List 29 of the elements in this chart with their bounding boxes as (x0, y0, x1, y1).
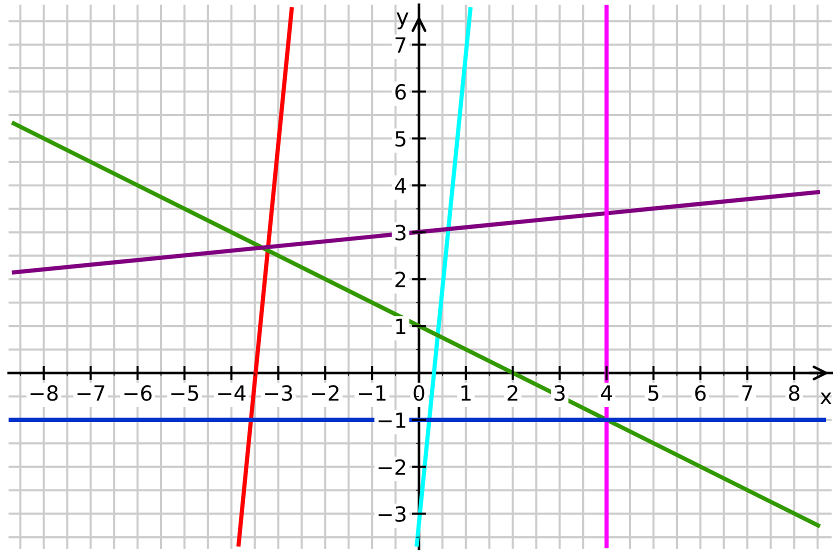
y-tick-label: 5 (396, 131, 406, 147)
y-tick-label: 3 (396, 224, 406, 240)
x-tick-label: 3 (554, 385, 565, 401)
x-tick-label: −7 (78, 385, 104, 401)
y-tick-label: −1 (378, 412, 406, 428)
x-tick-label: −2 (312, 385, 338, 401)
y-tick-label: 6 (395, 84, 406, 100)
x-tick-label: 5 (648, 385, 658, 401)
x-tick-label: 0 (414, 385, 424, 401)
x-tick-label: 7 (742, 385, 752, 401)
x-tick-label: 1 (462, 385, 471, 401)
y-tick-label: 1 (396, 318, 406, 334)
y-tick-label: −2 (378, 459, 406, 475)
x-tick-label: −4 (218, 385, 246, 401)
x-tick-label: −1 (358, 385, 386, 401)
x-tick-label: −8 (30, 385, 58, 401)
x-tick-label: −5 (171, 385, 198, 401)
x-tick-label: 8 (788, 385, 800, 401)
x-tick-label: 2 (508, 385, 518, 401)
y-tick-label: 4 (394, 178, 406, 194)
x-axis-title: x (820, 392, 832, 404)
y-tick-label: 2 (395, 272, 406, 288)
x-tick-label: 6 (695, 385, 706, 401)
x-tick-label: −3 (265, 385, 292, 401)
x-tick-label: 4 (600, 385, 612, 401)
y-tick-label: −3 (378, 506, 406, 522)
y-tick-label: 7 (396, 37, 406, 53)
x-tick-label: −6 (124, 385, 152, 401)
y-axis-title: y (396, 12, 408, 30)
